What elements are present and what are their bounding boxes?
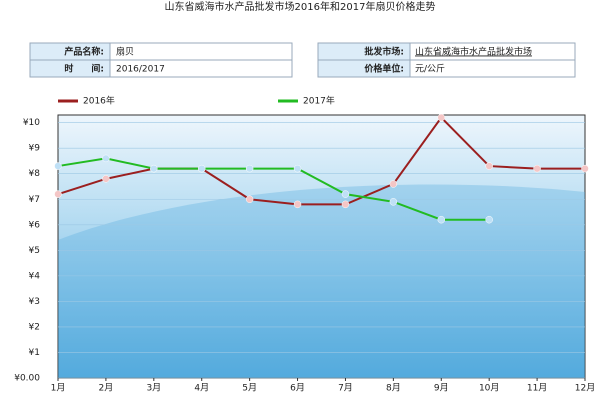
y-tick-label: ¥1 xyxy=(29,348,40,358)
point xyxy=(485,215,493,224)
label: 批发市场: xyxy=(364,46,404,58)
value: 山东省威海市水产品批发市场 xyxy=(415,46,532,58)
y-tick-label: ¥7 xyxy=(29,195,40,205)
point xyxy=(341,200,350,209)
legend-label: 2017年 xyxy=(303,95,335,107)
point xyxy=(150,164,158,173)
point xyxy=(54,190,62,198)
point xyxy=(437,113,446,122)
y-tick-label: ¥0.00 xyxy=(14,374,40,384)
x-tick-label: 7月 xyxy=(338,383,353,394)
x-tick-label: 4月 xyxy=(194,383,209,394)
x-tick-label: 3月 xyxy=(146,383,161,394)
point xyxy=(102,175,110,183)
y-tick-label: ¥10 xyxy=(23,118,40,128)
point xyxy=(102,154,110,163)
y-tick-label: ¥8 xyxy=(29,169,41,179)
x-tick-label: 2月 xyxy=(99,383,114,394)
y-tick-label: ¥5 xyxy=(29,246,40,256)
point xyxy=(293,200,302,209)
plot-area xyxy=(57,114,586,379)
y-tick-label: ¥3 xyxy=(29,297,40,307)
cell xyxy=(109,59,293,78)
cell xyxy=(109,42,293,61)
y-tick-label: ¥6 xyxy=(29,220,41,230)
value: 扇贝 xyxy=(116,46,134,58)
point xyxy=(437,215,446,224)
value: 2016/2017 xyxy=(116,65,165,75)
point xyxy=(581,164,589,173)
decoration xyxy=(58,184,585,378)
x-tick-label: 10月 xyxy=(479,383,499,394)
point xyxy=(485,162,493,170)
point xyxy=(389,180,398,188)
y-tick-label: ¥4 xyxy=(29,271,41,281)
y-tick-label: ¥2 xyxy=(29,322,40,332)
point xyxy=(389,198,398,206)
legend-label: 2016年 xyxy=(83,95,115,107)
x-tick-label: 8月 xyxy=(386,383,401,394)
point xyxy=(293,164,302,173)
x-tick-label: 6月 xyxy=(290,383,305,394)
cell xyxy=(409,59,576,78)
x-tick-label: 5月 xyxy=(242,383,257,394)
line xyxy=(57,157,490,221)
x-tick-label: 11月 xyxy=(527,383,547,394)
point xyxy=(54,162,62,170)
point xyxy=(245,195,254,204)
label: 产品名称: xyxy=(64,46,104,58)
value: 元/公斤 xyxy=(415,64,445,75)
label: 时 间: xyxy=(64,63,104,75)
info-tables: 产品名称: 扇贝 时 间: 2016/2017 批发市场: 山东省威海市水产品批… xyxy=(29,42,576,78)
point xyxy=(341,190,350,198)
point xyxy=(533,164,541,173)
chart-title: 山东省威海市水产品批发市场2016年和2017年扇贝价格走势 xyxy=(165,0,436,13)
y-tick-label: ¥9 xyxy=(29,144,41,154)
point xyxy=(245,164,254,173)
x-tick-label: 12月 xyxy=(575,383,595,394)
x-tick-label: 9月 xyxy=(434,383,449,394)
label: 价格单位: xyxy=(364,63,404,75)
point xyxy=(197,164,206,173)
line xyxy=(57,116,585,206)
x-tick-label: 1月 xyxy=(51,383,66,394)
